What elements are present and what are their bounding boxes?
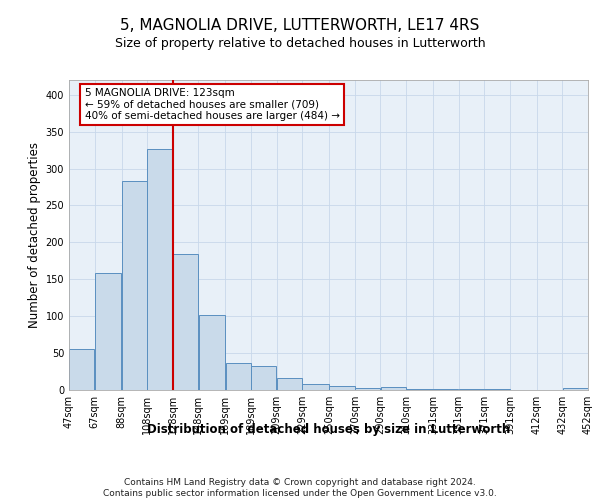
Y-axis label: Number of detached properties: Number of detached properties (28, 142, 41, 328)
Bar (406, 388, 433, 390)
Bar (95, 274, 121, 390)
Bar (69, 350, 94, 390)
Bar (173, 254, 198, 390)
Text: 5, MAGNOLIA DRIVE, LUTTERWORTH, LE17 4RS: 5, MAGNOLIA DRIVE, LUTTERWORTH, LE17 4RS (121, 18, 479, 32)
Text: Contains HM Land Registry data © Crown copyright and database right 2024.
Contai: Contains HM Land Registry data © Crown c… (103, 478, 497, 498)
Bar (563, 388, 588, 390)
Text: Size of property relative to detached houses in Lutterworth: Size of property relative to detached ho… (115, 38, 485, 51)
Bar (148, 150, 173, 390)
Bar (329, 386, 355, 390)
Bar (302, 384, 329, 390)
Bar (226, 362, 251, 390)
Bar (199, 314, 225, 390)
Bar (355, 388, 380, 390)
Bar (277, 378, 302, 390)
Text: 5 MAGNOLIA DRIVE: 123sqm
← 59% of detached houses are smaller (709)
40% of semi-: 5 MAGNOLIA DRIVE: 123sqm ← 59% of detach… (85, 88, 340, 121)
Bar (380, 387, 406, 390)
Bar (122, 181, 147, 390)
Text: Distribution of detached houses by size in Lutterworth: Distribution of detached houses by size … (147, 422, 511, 436)
Bar (251, 366, 277, 390)
